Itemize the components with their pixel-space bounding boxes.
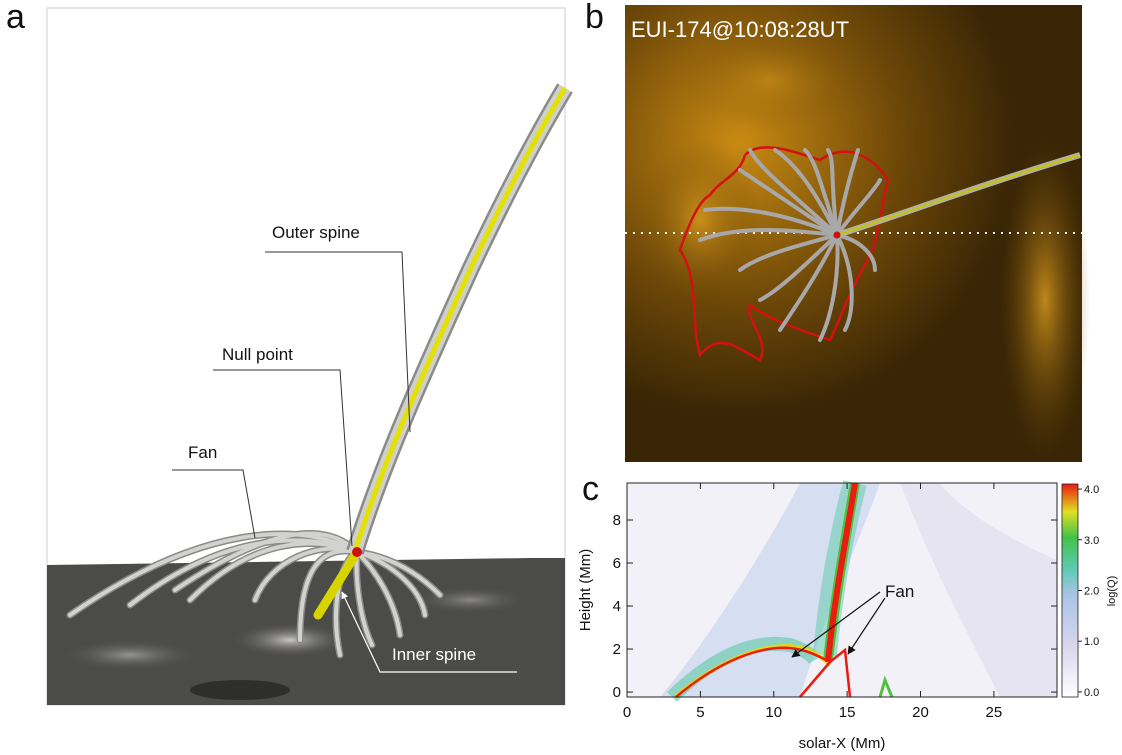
colorbar-tick-label: 0.0 (1084, 687, 1099, 699)
x-tick-label: 5 (696, 704, 704, 721)
annotation: Fan (188, 443, 217, 462)
annotation: Fan (885, 582, 914, 601)
panel-c: c Fan solar-X (Mm) Height (Mm) log(Q) 0 5… (577, 470, 1118, 752)
image-title: EUI-174@10:08:28UT (631, 17, 849, 42)
null-point (352, 547, 362, 557)
colorbar-tick-label: 1.0 (1084, 636, 1099, 648)
panel-a: a Outer spine Null point Fan Inner spine (6, 0, 565, 705)
blob (230, 622, 350, 658)
y-tick-label: 8 (613, 512, 621, 529)
colorbar-tick-label: 4.0 (1084, 484, 1099, 496)
annotation: Outer spine (272, 223, 360, 242)
colorbar-tick-label: 3.0 (1084, 535, 1099, 547)
bright-region (680, 30, 860, 130)
panel-letter: a (6, 0, 25, 36)
colorbar (1062, 484, 1078, 697)
x-tick-label: 15 (839, 704, 856, 721)
bright-region (1000, 140, 1090, 460)
x-axis-label: solar-X (Mm) (799, 735, 886, 752)
x-tick-label: 10 (765, 704, 782, 721)
panel-b: b EUI-174@10:08:28UT (585, 0, 1090, 462)
blob (60, 639, 200, 671)
y-tick-label: 2 (613, 641, 621, 658)
x-tick-label: 20 (912, 704, 929, 721)
y-axis-label: Height (Mm) (577, 549, 594, 632)
y-tick-label: 4 (613, 598, 621, 615)
y-tick-label: 6 (613, 555, 621, 572)
annotation: Null point (222, 345, 293, 364)
panel-letter: b (585, 0, 604, 36)
colorbar-tick-label: 2.0 (1084, 586, 1099, 598)
figure: a Outer spine Null point Fan Inner spine… (0, 0, 1122, 755)
annotation: Inner spine (392, 645, 476, 664)
y-tick-label: 0 (613, 684, 621, 701)
colorbar-label: log(Q) (1106, 576, 1118, 607)
panel-letter: c (582, 470, 599, 508)
blob (410, 586, 530, 614)
blob (190, 680, 290, 700)
x-tick-label: 0 (623, 704, 631, 721)
null-point (834, 232, 841, 239)
x-tick-label: 25 (986, 704, 1003, 721)
